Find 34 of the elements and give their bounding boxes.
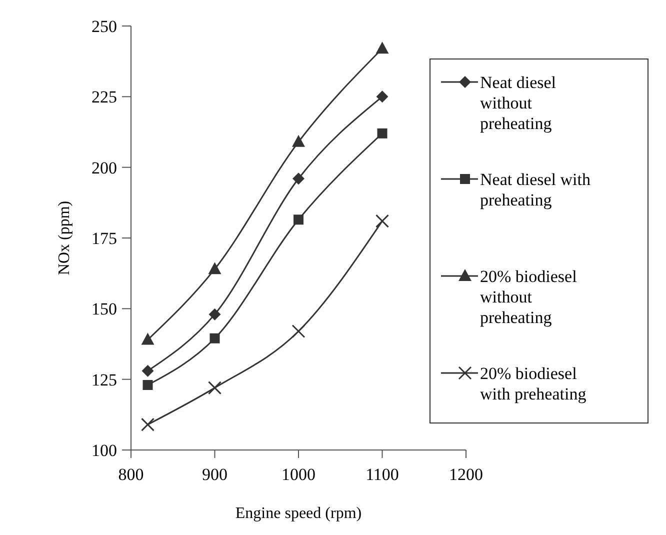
x-axis-title: Engine speed (rpm) <box>235 505 362 522</box>
point <box>292 324 306 338</box>
y-tick-label: 175 <box>92 228 117 248</box>
point <box>292 172 304 185</box>
y-tick-label: 125 <box>92 370 117 390</box>
y-axis-title: NOx (ppm) <box>56 200 73 276</box>
x-tick-label: 1000 <box>282 465 316 484</box>
y-tick-label: 225 <box>92 88 117 107</box>
point <box>376 42 389 54</box>
y-tick-label: 100 <box>92 440 117 460</box>
x-tick-label: 1200 <box>449 465 483 484</box>
point <box>292 134 305 147</box>
point <box>294 214 304 225</box>
x-tick-label: 1100 <box>366 465 399 484</box>
point <box>141 332 154 345</box>
point <box>208 262 222 274</box>
point <box>208 308 221 320</box>
point <box>376 214 389 228</box>
legend-label: 20% biodiesel without preheating <box>480 266 578 327</box>
legend-label: 20% biodiesel with preheating <box>480 364 587 404</box>
point <box>376 90 388 103</box>
point <box>377 128 388 138</box>
point <box>208 381 222 395</box>
y-tick-label: 200 <box>92 158 117 178</box>
point <box>142 380 153 390</box>
legend-label: Neat diesel with preheating <box>480 170 591 210</box>
point <box>142 364 154 377</box>
x-tick-label: 800 <box>118 465 144 484</box>
y-tick-label: 250 <box>92 16 117 36</box>
legend-label: Neat diesel without preheating <box>480 72 556 133</box>
y-tick-label: 150 <box>92 300 117 319</box>
x-tick-label: 900 <box>202 465 228 484</box>
point <box>210 333 220 344</box>
point <box>141 418 154 432</box>
